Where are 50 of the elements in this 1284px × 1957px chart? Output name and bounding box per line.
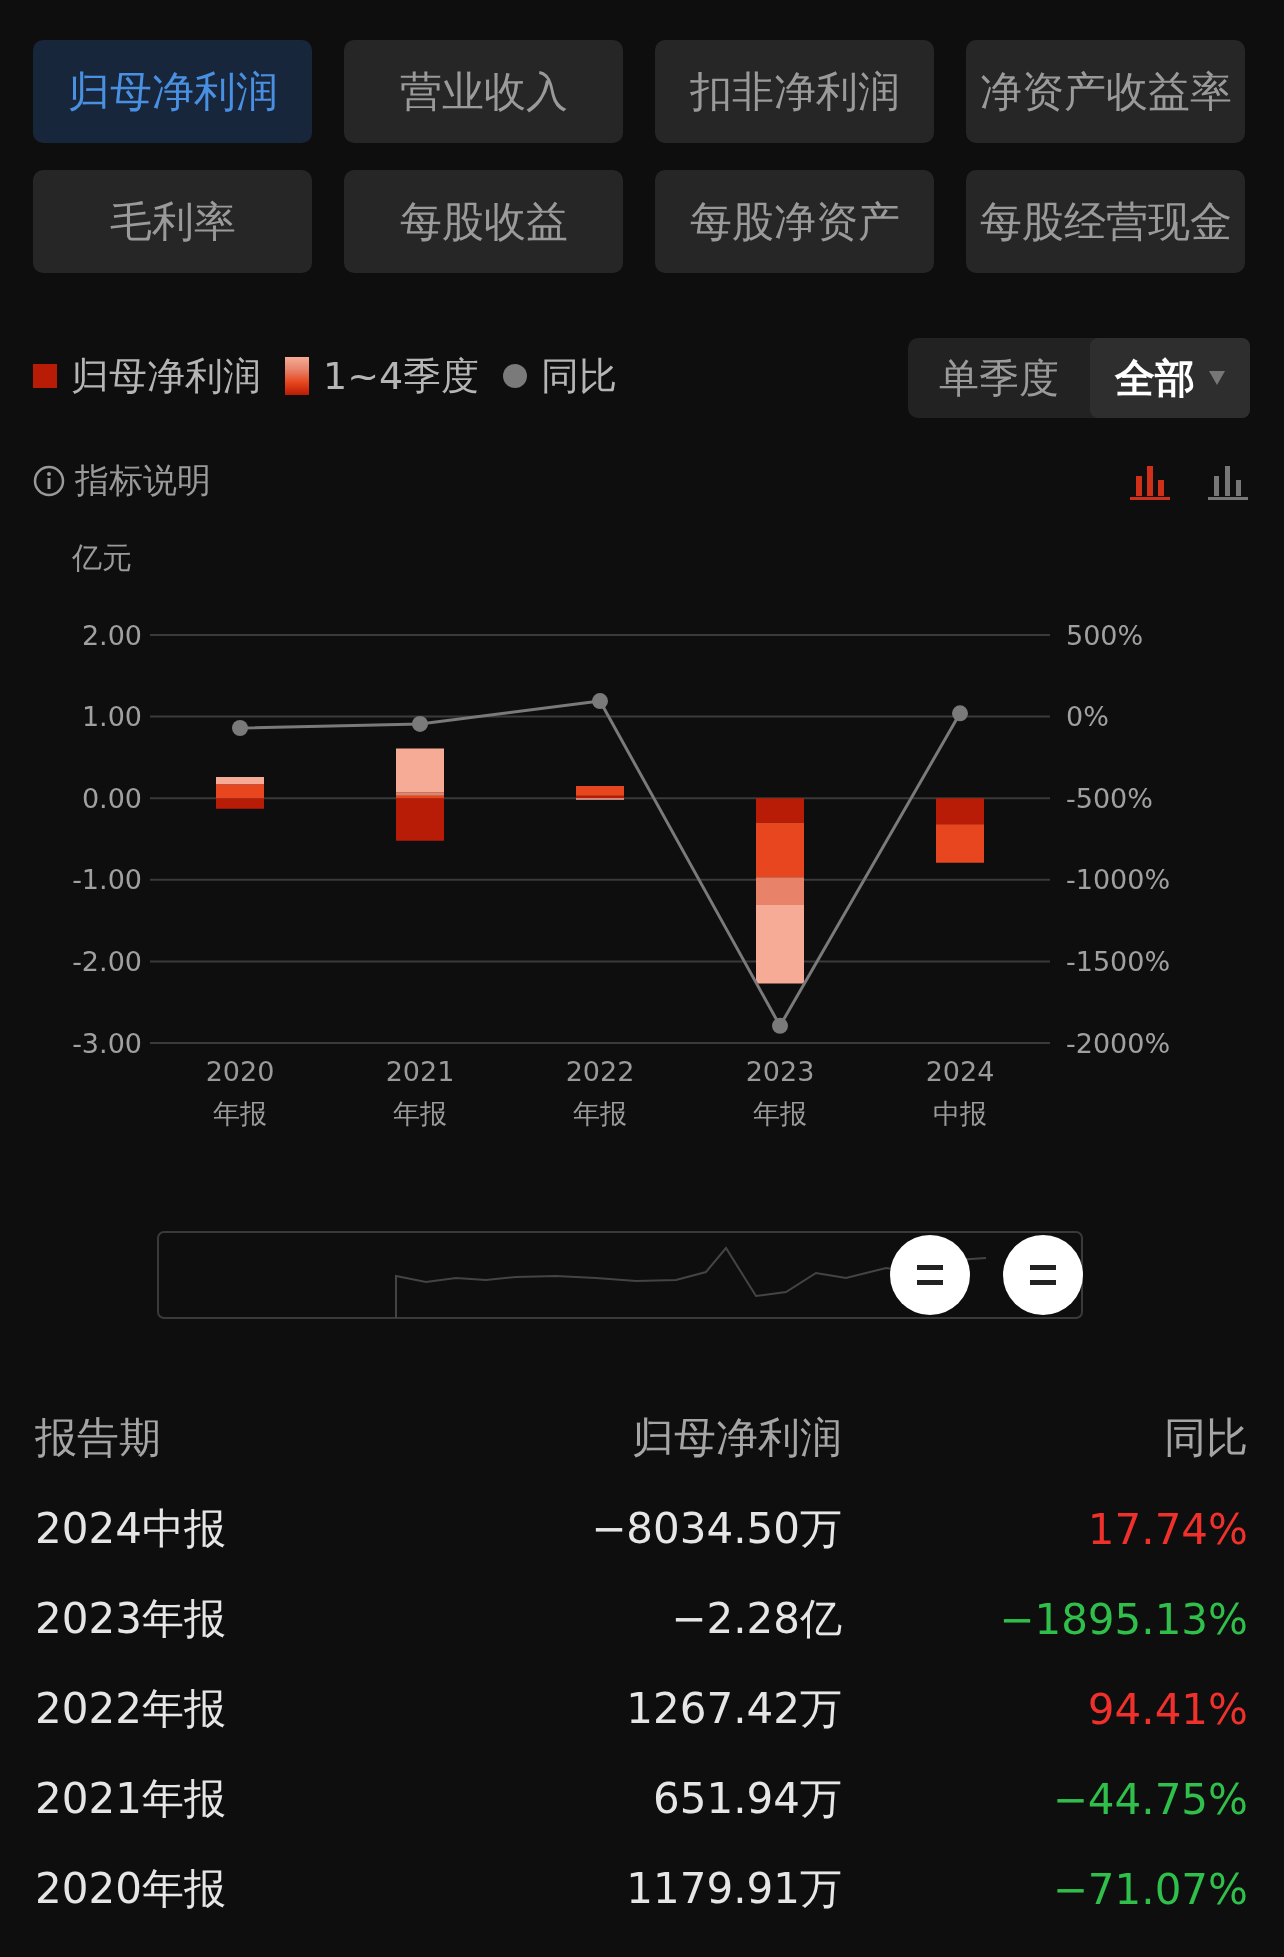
- text: 归母净利润: [631, 1412, 842, 1464]
- category-label: 2022年报: [35, 1684, 226, 1733]
- text: −2.28亿: [670, 1593, 842, 1645]
- y2-tick-label: 500%: [1066, 619, 1144, 651]
- y2-tick-label: 0%: [1066, 701, 1109, 733]
- y-tick-label: -3.00: [72, 1027, 142, 1059]
- text: 扣非净利润: [655, 40, 934, 143]
- text: 1179.91万: [625, 1863, 842, 1915]
- text: 单季度: [938, 353, 1060, 403]
- y2-tick-label: -500%: [1066, 782, 1153, 814]
- y-tick-label: 0.00: [81, 782, 142, 814]
- y-tick-label: -2.00: [72, 945, 142, 977]
- x-tick-label: 2020年报: [205, 1056, 275, 1129]
- text: 报告期: [35, 1412, 162, 1464]
- x-tick-label: 2022年报: [565, 1056, 635, 1129]
- text: 指标说明: [75, 459, 211, 502]
- category-label: 2020年报: [35, 1864, 226, 1913]
- text: 毛利率: [33, 170, 312, 273]
- y-tick-label: 2.00: [81, 619, 142, 651]
- text: 17.74%: [1086, 1504, 1248, 1554]
- y-tick-label: 1.00: [81, 701, 142, 733]
- x-tick-label: 2023年报: [745, 1056, 815, 1129]
- text: 94.41%: [1086, 1684, 1248, 1734]
- text: −1895.13%: [998, 1594, 1248, 1644]
- text: 1267.42万: [625, 1683, 842, 1735]
- y2-tick-label: -2000%: [1066, 1027, 1171, 1059]
- text: 全部: [1115, 353, 1195, 403]
- x-tick-label: 2024中报: [925, 1056, 995, 1129]
- text: 归母净利润: [33, 40, 312, 143]
- y2-tick-label: -1000%: [1066, 864, 1171, 896]
- text: −8034.50万: [590, 1503, 842, 1555]
- text: 每股净资产: [655, 170, 934, 273]
- text: 每股收益: [344, 170, 623, 273]
- legend-label: 同比: [541, 352, 618, 400]
- text: 归母净利润: [71, 352, 261, 400]
- text: 净资产收益率: [966, 40, 1245, 143]
- category-label: 2024中报: [35, 1504, 226, 1553]
- text: 同比: [1163, 1412, 1248, 1464]
- x-tick-label: 2021年报: [385, 1056, 455, 1129]
- category-label: 2023年报: [35, 1594, 226, 1643]
- text: 营业收入: [344, 40, 623, 143]
- text: 1~4季度: [323, 352, 480, 400]
- text: −71.07%: [1051, 1864, 1248, 1914]
- y-tick-label: -1.00: [72, 864, 142, 896]
- category-label: 2021年报: [35, 1774, 226, 1823]
- y2-tick-label: -1500%: [1066, 945, 1171, 977]
- y-axis-title: 亿元: [72, 539, 132, 577]
- text: 651.94万: [652, 1773, 842, 1825]
- text: 每股经营现金: [966, 170, 1245, 273]
- text: −44.75%: [1051, 1774, 1248, 1824]
